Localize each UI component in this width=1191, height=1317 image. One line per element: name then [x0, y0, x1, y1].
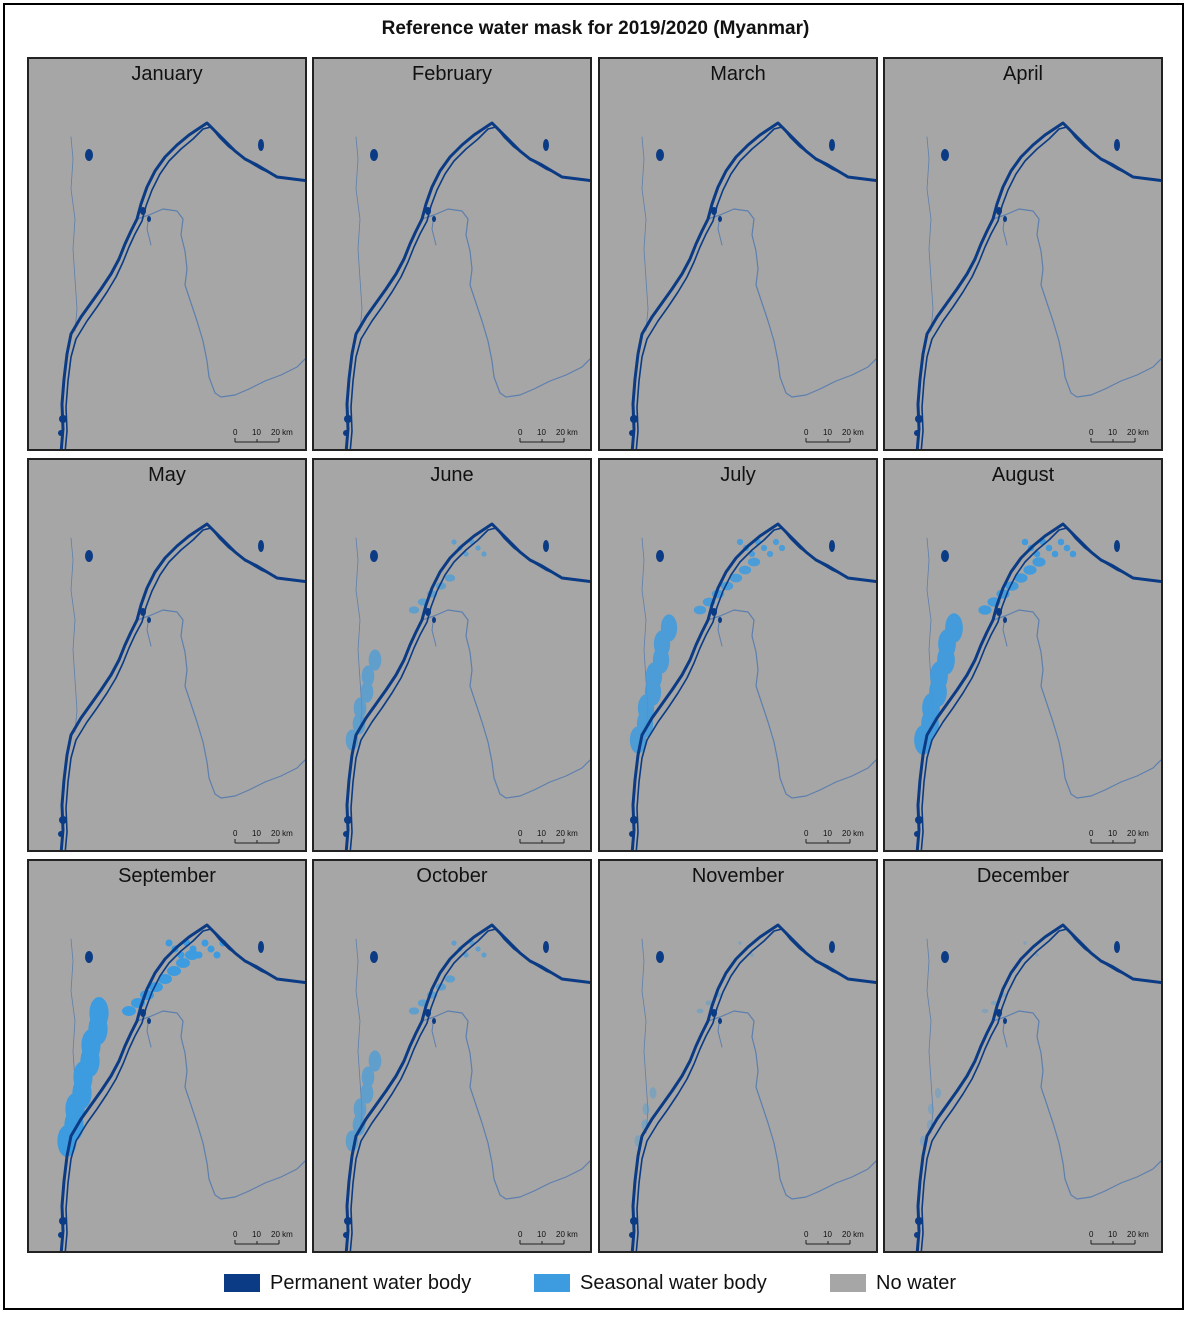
scale-tick-10: 10	[537, 829, 546, 838]
scale-tick-10: 10	[823, 1230, 832, 1239]
month-label: June	[430, 464, 474, 486]
scale-tick-0: 0	[804, 1230, 809, 1239]
scale-tick-20: 20 km	[842, 428, 864, 437]
scale-bar: 0 10 20 km	[518, 829, 578, 844]
month-label: December	[976, 865, 1070, 887]
month-label: May	[148, 464, 186, 486]
scale-tick-20: 20 km	[271, 1230, 293, 1239]
scale-tick-10: 10	[252, 428, 261, 437]
scale-bar: 0 10 20 km	[1089, 829, 1149, 844]
map-panel-may: 0 10 20 km May	[27, 458, 307, 852]
legend-item-permanent: Permanent water body	[224, 1270, 471, 1296]
scale-tick-20: 20 km	[556, 1230, 578, 1239]
map-panel-january: 0 10 20 km January	[27, 57, 307, 451]
map-panel-june: 0 10 20 km June	[312, 458, 592, 852]
scale-tick-0: 0	[1089, 829, 1094, 838]
month-label: September	[118, 865, 216, 887]
map-panel-april: 0 10 20 km April	[883, 57, 1163, 451]
map-panel-august: 0 10 20 km August	[883, 458, 1163, 852]
scale-tick-10: 10	[252, 1230, 261, 1239]
map-panel-november: 0 10 20 km November	[598, 859, 878, 1253]
scale-tick-0: 0	[233, 829, 238, 838]
figure-title: Reference water mask for 2019/2020 (Myan…	[381, 18, 810, 39]
legend-item-no-water: No water	[830, 1270, 956, 1296]
scale-tick-10: 10	[537, 428, 546, 437]
map-panel-july: 0 10 20 km July	[598, 458, 878, 852]
scale-tick-10: 10	[252, 829, 261, 838]
scale-tick-20: 20 km	[842, 1230, 864, 1239]
scale-tick-20: 20 km	[556, 428, 578, 437]
map-panel-march: 0 10 20 km March	[598, 57, 878, 451]
scale-bar: 0 10 20 km	[518, 428, 578, 443]
scale-tick-20: 20 km	[271, 829, 293, 838]
scale-tick-0: 0	[804, 428, 809, 437]
scale-tick-0: 0	[1089, 1230, 1094, 1239]
month-label: July	[720, 464, 756, 486]
month-label: March	[710, 63, 766, 85]
scale-tick-0: 0	[804, 829, 809, 838]
scale-tick-10: 10	[823, 829, 832, 838]
scale-bar: 0 10 20 km	[804, 428, 864, 443]
scale-tick-20: 20 km	[556, 829, 578, 838]
scale-tick-0: 0	[1089, 428, 1094, 437]
scale-tick-20: 20 km	[1127, 1230, 1149, 1239]
map-panel-february: 0 10 20 km February	[312, 57, 592, 451]
scale-bar: 0 10 20 km	[233, 1230, 293, 1245]
scale-tick-10: 10	[1108, 1230, 1117, 1239]
scale-tick-10: 10	[823, 428, 832, 437]
map-panel-september: 0 10 20 km September	[27, 859, 307, 1253]
legend-swatch-seasonal	[534, 1274, 570, 1292]
legend-swatch-permanent	[224, 1274, 260, 1292]
scale-bar: 0 10 20 km	[1089, 1230, 1149, 1245]
scale-tick-20: 20 km	[1127, 428, 1149, 437]
legend-label-seasonal: Seasonal water body	[580, 1271, 767, 1294]
scale-bar: 0 10 20 km	[518, 1230, 578, 1245]
month-label: October	[416, 865, 488, 887]
scale-tick-0: 0	[233, 1230, 238, 1239]
scale-bar: 0 10 20 km	[804, 829, 864, 844]
month-label: February	[411, 63, 493, 85]
scale-tick-10: 10	[1108, 829, 1117, 838]
month-label: April	[1002, 63, 1043, 85]
scale-bar: 0 10 20 km	[233, 829, 293, 844]
map-panel-december: 0 10 20 km December	[883, 859, 1163, 1253]
legend-label-no-water: No water	[876, 1271, 957, 1294]
scale-tick-0: 0	[518, 1230, 523, 1239]
scale-bar: 0 10 20 km	[1089, 428, 1149, 443]
month-label: August	[991, 464, 1055, 486]
month-label: January	[131, 63, 203, 85]
legend-label-permanent: Permanent water body	[270, 1271, 472, 1294]
scale-tick-20: 20 km	[842, 829, 864, 838]
legend-swatch-no-water	[830, 1274, 866, 1292]
legend: Permanent water body Seasonal water body…	[0, 1270, 1191, 1296]
scale-tick-10: 10	[1108, 428, 1117, 437]
scale-tick-0: 0	[518, 829, 523, 838]
scale-bar: 0 10 20 km	[804, 1230, 864, 1245]
scale-bar: 0 10 20 km	[233, 428, 293, 443]
scale-tick-0: 0	[233, 428, 238, 437]
scale-tick-0: 0	[518, 428, 523, 437]
map-panel-october: 0 10 20 km October	[312, 859, 592, 1253]
legend-item-seasonal: Seasonal water body	[534, 1270, 767, 1296]
scale-tick-20: 20 km	[271, 428, 293, 437]
scale-tick-20: 20 km	[1127, 829, 1149, 838]
scale-tick-10: 10	[537, 1230, 546, 1239]
month-label: November	[691, 865, 785, 887]
